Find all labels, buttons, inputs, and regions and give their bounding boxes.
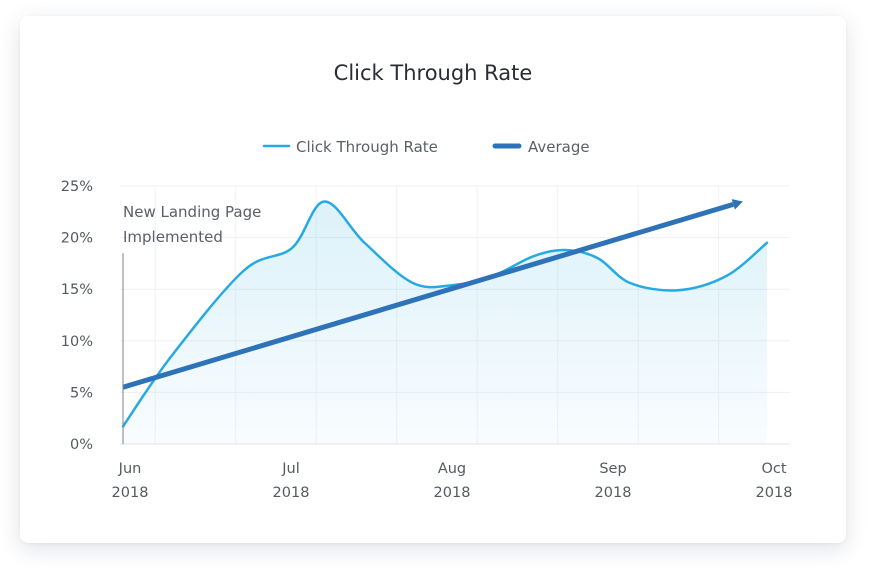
- x-tick: Oct 2018: [756, 461, 793, 501]
- y-tick-label: 5%: [70, 385, 93, 401]
- average-arrowhead: [731, 199, 743, 210]
- y-tick-label: 10%: [61, 334, 93, 350]
- chart-title: Click Through Rate: [334, 61, 533, 85]
- annotation-text-line: Implemented: [123, 228, 223, 246]
- legend: Click Through Rate Average: [262, 138, 590, 156]
- x-tick: Jul 2018: [273, 461, 310, 501]
- x-tick-month: Aug: [438, 461, 466, 477]
- x-tick: Sep 2018: [595, 461, 632, 501]
- x-tick-year: 2018: [112, 485, 149, 501]
- annotation-text-line: New Landing Page: [123, 203, 261, 221]
- x-axis-ticks: Jun 2018 Jul 2018 Aug 2018 Sep 2018 Oct 2018: [112, 461, 793, 501]
- x-tick-year: 2018: [595, 485, 632, 501]
- y-tick-label: 15%: [61, 282, 93, 298]
- chart-card: Click Through Rate Click Through Rate Av…: [20, 16, 846, 543]
- y-tick-label: 20%: [61, 231, 93, 247]
- x-tick-month: Jun: [118, 461, 142, 477]
- x-tick-year: 2018: [756, 485, 793, 501]
- x-tick-month: Jul: [281, 461, 300, 477]
- chart-svg: Click Through Rate Click Through Rate Av…: [61, 61, 793, 501]
- y-tick-label: 0%: [70, 437, 93, 453]
- y-tick-label: 25%: [61, 179, 93, 195]
- x-tick-month: Sep: [599, 461, 626, 477]
- y-axis-ticks: 0% 5% 10% 15% 20% 25%: [61, 179, 93, 453]
- x-tick: Jun 2018: [112, 461, 149, 501]
- x-tick: Aug 2018: [434, 461, 471, 501]
- legend-item-average[interactable]: Average: [492, 138, 590, 156]
- legend-item-ctr[interactable]: Click Through Rate: [262, 138, 438, 156]
- legend-label-average: Average: [528, 138, 590, 156]
- plot-area: [121, 199, 769, 444]
- x-tick-year: 2018: [273, 485, 310, 501]
- annotation: New Landing Page Implemented: [122, 203, 261, 444]
- legend-label-ctr: Click Through Rate: [296, 138, 438, 156]
- x-tick-year: 2018: [434, 485, 471, 501]
- x-tick-month: Oct: [761, 461, 786, 477]
- average-line[interactable]: [122, 201, 734, 390]
- ctr-area: [123, 201, 767, 444]
